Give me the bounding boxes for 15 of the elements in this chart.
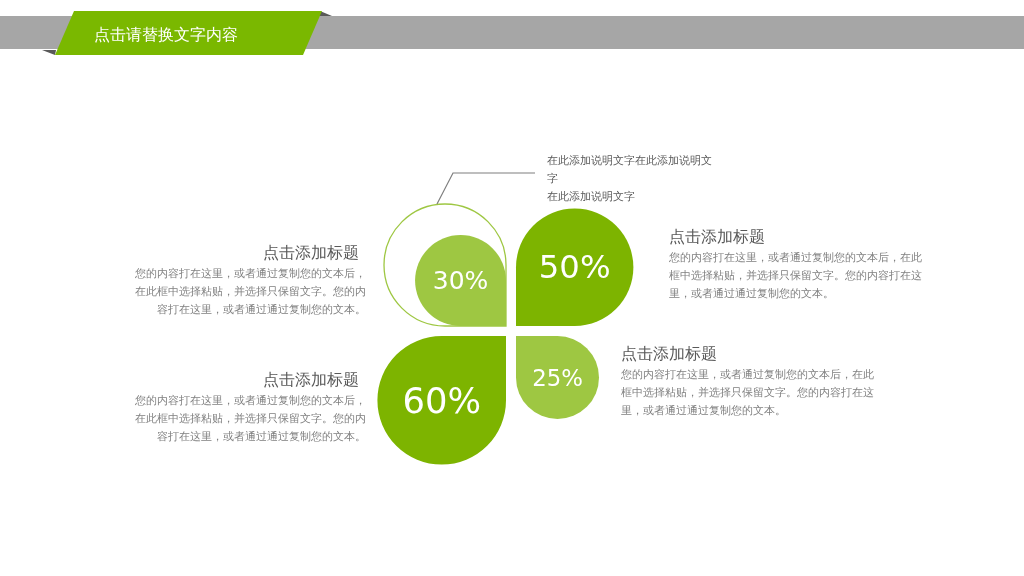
text: 您的内容打在这里，或者通过复制您的文本后，在此框中选择粘贴，并选择只保留文字。您的内容打在这里，或者通过通过复制您的文本。 (621, 367, 875, 419)
text: 您的内容打在这里，或者通过复制您的文本后，在此框中选择粘贴，并选择只保留文字。您的内容打在这里，或者通过通过复制您的文本。 (669, 250, 923, 302)
data-label: 50% (538, 248, 611, 287)
data-label: 30% (432, 266, 489, 296)
text: 在此添加说明文字 (547, 189, 636, 205)
text: 在此添加说明文字在此添加说明文字 (547, 153, 713, 187)
category-label: 点击添加标题 (263, 370, 359, 390)
text: 您的内容打在这里，或者通过复制您的文本后，在此框中选择粘贴，并选择只保留文字。您的内容打在这里，或者通过通过复制您的文本。 (134, 393, 366, 445)
data-label: 60% (402, 379, 482, 421)
data-label: 25% (532, 364, 583, 391)
category-label: 点击添加标题 (621, 344, 717, 364)
text: 您的内容打在这里，或者通过复制您的文本后，在此框中选择粘贴，并选择只保留文字。您的内容打在这里，或者通过通过复制您的文本。 (134, 266, 366, 318)
text: 点击请替换文字内容 (94, 25, 238, 45)
category-label: 点击添加标题 (669, 227, 765, 247)
category-label: 点击添加标题 (263, 243, 359, 263)
